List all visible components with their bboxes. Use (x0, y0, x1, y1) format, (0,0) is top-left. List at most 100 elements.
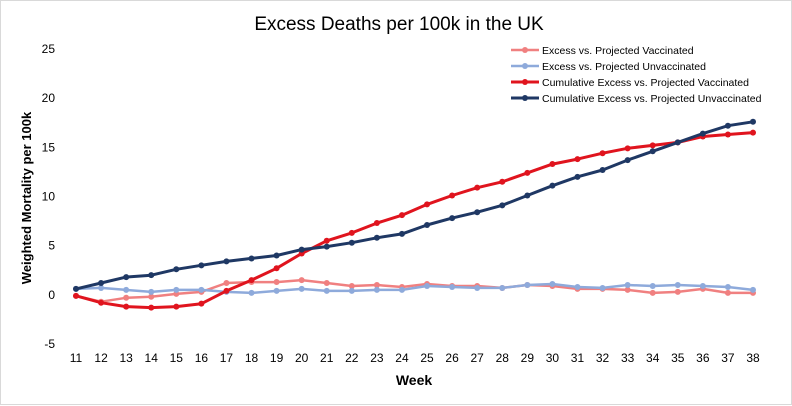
data-point (323, 280, 330, 287)
data-point (599, 150, 606, 157)
legend-entry-label: Cumulative Excess vs. Projected Vaccinat… (542, 77, 749, 89)
x-tick-label: 37 (721, 351, 735, 365)
x-tick-label: 22 (345, 351, 359, 365)
data-point (98, 299, 105, 306)
data-point (649, 142, 656, 149)
data-point (449, 192, 456, 199)
data-point (348, 229, 355, 236)
x-tick-label: 13 (119, 351, 133, 365)
data-point (424, 282, 431, 289)
legend-swatch-marker (522, 47, 528, 53)
legend-swatch-marker (522, 95, 528, 101)
y-tick-label: 20 (42, 91, 56, 105)
data-point (373, 220, 380, 227)
data-point (649, 289, 656, 296)
x-tick-label: 18 (245, 351, 259, 365)
data-point (298, 285, 305, 292)
data-point (424, 222, 431, 229)
data-point (649, 282, 656, 289)
data-point (123, 294, 130, 301)
data-point (198, 286, 205, 293)
data-point (223, 280, 230, 287)
series-line-3 (74, 131, 755, 310)
data-point (273, 287, 280, 294)
data-point (298, 246, 305, 253)
data-point (524, 169, 531, 176)
data-point (724, 131, 731, 138)
data-point (524, 192, 531, 199)
y-tick-label: 10 (42, 190, 56, 204)
data-point (348, 287, 355, 294)
data-point (674, 139, 681, 146)
y-tick-label: 5 (48, 239, 55, 253)
data-point (574, 156, 581, 163)
data-point (649, 148, 656, 155)
data-point (298, 277, 305, 284)
data-point (699, 130, 706, 137)
x-tick-label: 20 (295, 351, 309, 365)
data-point (248, 289, 255, 296)
data-point (323, 243, 330, 250)
x-tick-label: 33 (621, 351, 635, 365)
data-point (499, 202, 506, 209)
data-point (173, 303, 180, 310)
x-tick-label: 15 (170, 351, 184, 365)
x-axis-label: Week (396, 372, 433, 388)
data-point (474, 184, 481, 191)
data-point (173, 266, 180, 273)
x-tick-label: 16 (195, 351, 209, 365)
data-point (373, 286, 380, 293)
data-point (499, 284, 506, 291)
data-point (248, 255, 255, 262)
legend-swatch-marker (522, 79, 528, 85)
y-tick-label: 15 (42, 140, 56, 154)
data-point (674, 288, 681, 295)
y-tick-label: -5 (44, 337, 55, 351)
series-line-1 (74, 278, 755, 303)
x-tick-label: 30 (546, 351, 560, 365)
legend: Excess vs. Projected Vaccinated Excess vs… (511, 45, 762, 105)
data-point (123, 274, 130, 281)
series-line-2 (74, 282, 755, 295)
x-tick-label: 36 (696, 351, 710, 365)
data-point (123, 303, 130, 310)
legend-entry-label: Excess vs. Projected Unvaccinated (542, 61, 706, 73)
data-point (148, 304, 155, 311)
data-point (73, 292, 79, 299)
data-point (549, 281, 556, 288)
data-point (474, 209, 481, 216)
data-point (248, 277, 255, 284)
data-point (223, 258, 230, 265)
x-tick-label: 38 (746, 351, 760, 365)
data-point (273, 279, 280, 286)
data-point (273, 252, 280, 259)
data-point (223, 287, 230, 294)
data-point (148, 272, 155, 279)
data-point (724, 122, 731, 129)
data-point (398, 230, 405, 237)
data-point (499, 178, 506, 185)
data-point (449, 283, 456, 290)
data-point (373, 282, 380, 288)
data-point (624, 286, 631, 293)
x-tick-label: 17 (220, 351, 234, 365)
x-tick-label: 26 (445, 351, 459, 365)
data-point (348, 282, 355, 289)
data-point (549, 182, 556, 189)
x-tick-label: 14 (145, 351, 159, 365)
y-tick-label: 25 (42, 42, 56, 56)
data-point (148, 293, 155, 300)
y-axis-label: Weighted Mortality per 100k (19, 111, 34, 284)
x-tick-label: 21 (320, 351, 334, 365)
x-tick-label: 25 (420, 351, 434, 365)
data-point (674, 282, 681, 288)
data-point (574, 173, 581, 180)
data-point (98, 284, 105, 291)
x-tick-label: 11 (70, 351, 83, 365)
data-point (398, 286, 405, 293)
data-point (198, 300, 205, 307)
x-tick-label: 34 (646, 351, 660, 365)
x-tick-label: 23 (370, 351, 384, 365)
